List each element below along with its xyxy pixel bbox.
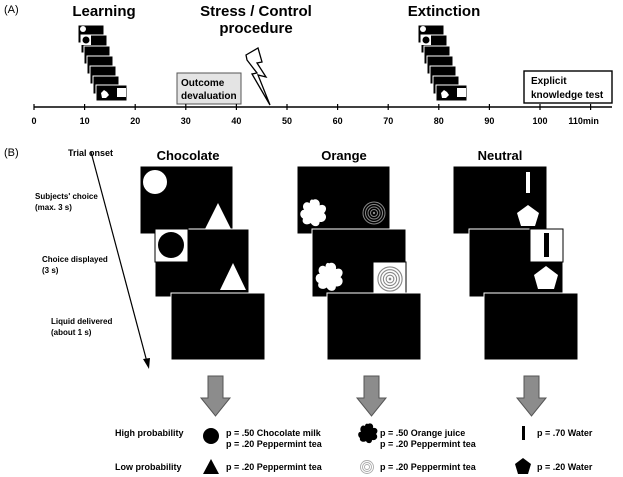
liquid-delivered-duration: (about 1 s) — [51, 328, 92, 337]
axis-tick-label: 100 — [532, 116, 547, 126]
choice-displayed-label: Choice displayed — [42, 255, 108, 264]
neutral-low-outcome: p = .20 Water — [537, 462, 593, 472]
neutral-high-outcome: p = .70 Water — [537, 428, 593, 438]
trial-onset-label: Trial onset — [68, 148, 113, 158]
circle-stimulus-icon — [203, 428, 219, 444]
chocolate-liquid-screen — [170, 292, 266, 361]
subjects-choice-label: Subjects' choice — [35, 192, 98, 201]
orange-high-outcome-2: p = .20 Peppermint tea — [380, 439, 477, 449]
bar-stimulus-icon — [522, 426, 525, 440]
neutral-display-screen — [468, 228, 564, 298]
axis-tick-label: 80 — [434, 116, 444, 126]
chocolate-down-arrow — [199, 375, 232, 417]
orange-high-outcome-1: p = .50 Orange juice — [380, 428, 465, 438]
chocolate-display-screen — [154, 228, 250, 298]
orange-display-screen — [311, 228, 407, 298]
chocolate-choice-screen — [139, 165, 234, 235]
subjects-choice-duration: (max. 3 s) — [35, 203, 72, 212]
extinction-title: Extinction — [408, 3, 481, 20]
svg-text:devaluation: devaluation — [181, 91, 237, 102]
axis-tick-label: 50 — [282, 116, 292, 126]
extinction-screen-stack — [417, 24, 468, 102]
panel-a-label: (A) — [4, 4, 19, 16]
axis-tick-label: 70 — [383, 116, 393, 126]
orange-low-outcome: p = .20 Peppermint tea — [380, 462, 477, 472]
axis-tick-label: 10 — [80, 116, 90, 126]
column-title-neutral: Neutral — [478, 148, 523, 163]
spiral-stimulus-icon — [360, 460, 374, 474]
procedure-title: procedure — [219, 20, 292, 37]
axis-tick-label: 40 — [231, 116, 241, 126]
neutral-liquid-screen — [483, 292, 579, 361]
outcome-devaluation-box: Outcome devaluation — [176, 72, 242, 105]
panel-b-label: (B) — [4, 147, 19, 159]
liquid-delivered-label: Liquid delivered — [51, 317, 112, 326]
triangle-stimulus-icon — [203, 459, 219, 474]
low-probability-label: Low probability — [115, 462, 182, 472]
neutral-choice-screen — [452, 165, 548, 235]
orange-liquid-screen — [326, 292, 422, 361]
learning-title: Learning — [72, 3, 135, 20]
time-axis: 0 10 20 30 40 50 60 70 80 90 100 110min — [31, 104, 612, 126]
column-title-orange: Orange — [321, 148, 367, 163]
lightning-bolt-icon — [245, 47, 271, 106]
high-probability-label: High probability — [115, 428, 184, 438]
pentagon-stimulus-icon — [515, 458, 531, 474]
axis-tick-label: 0 — [31, 116, 36, 126]
choc-low-outcome: p = .20 Peppermint tea — [226, 462, 323, 472]
axis-tick-label: 90 — [484, 116, 494, 126]
blob-stimulus-icon — [358, 423, 378, 444]
svg-text:Outcome: Outcome — [181, 78, 225, 89]
svg-text:Explicit: Explicit — [531, 76, 567, 87]
svg-text:knowledge test: knowledge test — [531, 90, 604, 101]
learning-screen-stack — [77, 24, 128, 102]
choice-displayed-duration: (3 s) — [42, 266, 59, 275]
orange-choice-screen — [296, 165, 391, 235]
axis-tick-label: 30 — [181, 116, 191, 126]
axis-tick-label: 60 — [333, 116, 343, 126]
choc-high-outcome-2: p = .20 Peppermint tea — [226, 439, 323, 449]
axis-tick-label: 110min — [568, 116, 599, 126]
explicit-knowledge-test-box: Explicit knowledge test — [523, 70, 613, 104]
choc-high-outcome-1: p = .50 Chocolate milk — [226, 428, 322, 438]
axis-tick-label: 20 — [130, 116, 140, 126]
stress-title: Stress / Control — [200, 3, 312, 20]
orange-down-arrow — [355, 375, 388, 417]
trial-time-arrow — [90, 151, 150, 369]
neutral-down-arrow — [515, 375, 548, 417]
column-title-chocolate: Chocolate — [157, 148, 220, 163]
